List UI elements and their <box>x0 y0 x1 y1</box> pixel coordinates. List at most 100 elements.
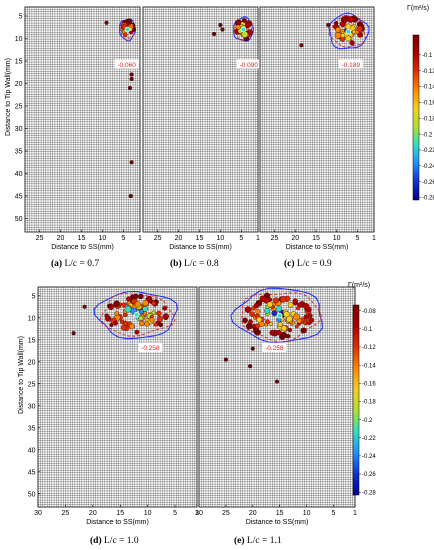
vortex-point <box>275 305 283 312</box>
vortex-point <box>345 23 352 30</box>
vortex-point <box>142 311 148 316</box>
vortex-point <box>158 322 164 328</box>
vortex-point <box>294 324 299 329</box>
x-tick-label: 5 <box>239 235 243 242</box>
vortex-point <box>156 310 162 317</box>
vortex-point <box>279 296 287 303</box>
isolated-point <box>104 20 109 25</box>
x-tick-label: 5 <box>173 510 177 517</box>
vortex-point <box>242 317 248 324</box>
isolated-point <box>248 364 253 369</box>
outline-blue <box>93 290 178 340</box>
x-tick-label: 15 <box>196 235 204 242</box>
x-axis-label: Distance to SS(mm) <box>169 244 232 251</box>
y-tick-label: 30 <box>28 403 36 410</box>
vortex-point <box>144 321 150 327</box>
isolated-point <box>326 22 331 28</box>
vortex-point <box>162 313 170 320</box>
vortex-point <box>134 301 141 308</box>
y-tick-label: 40 <box>15 171 23 178</box>
vortex-point <box>121 302 127 308</box>
x-tick-label: 1 <box>372 235 376 242</box>
isolated-point <box>82 304 87 309</box>
y-tick-label: 15 <box>28 337 36 344</box>
isolated-point <box>223 357 228 362</box>
vortex-point <box>249 311 255 317</box>
colorbar-1: Γ(m²/s) -0.1 -0.12 -0.14 -0.16 -0.18 -0.2 -0.22… <box>407 5 434 202</box>
vortex-point <box>156 315 164 323</box>
vortex-point <box>162 305 168 311</box>
annotation-label: -0.189 <box>342 62 361 69</box>
vortex-point <box>273 297 280 304</box>
colorbar-bar <box>412 34 420 201</box>
outline-red-dashed <box>241 292 322 343</box>
isolated-point <box>127 85 133 91</box>
x-axis-label: Distance to SS(mm) <box>51 244 114 251</box>
vortex-point <box>265 319 270 325</box>
x-axis-label: Distance to SS(mm) <box>86 519 149 526</box>
colorbar-tick-label: -0.22 <box>362 436 376 442</box>
vortex-point <box>277 321 283 327</box>
vortex-point <box>128 323 135 330</box>
colorbar-tick-label: -0.16 <box>422 101 434 107</box>
colorbar-tick-label: -0.2 <box>422 132 433 138</box>
annotation-label: -0.258 <box>265 345 284 352</box>
vortex-point <box>255 309 261 315</box>
isolated-point <box>299 43 304 48</box>
y-tick-label: 45 <box>15 194 23 201</box>
vortex-point <box>303 303 310 310</box>
colorbar-tick-label: -0.28 <box>422 196 434 202</box>
vortex-point <box>356 25 363 32</box>
grid <box>25 7 140 232</box>
vortex-point <box>149 317 155 323</box>
outline-red-dashed <box>99 293 176 337</box>
y-tick-label: 10 <box>15 36 23 43</box>
vortex-point <box>253 327 260 334</box>
chart-panel-d: -0.258 30 25 20 15 10 5 1 Distance to SS(mm) 5 10 1… <box>18 286 199 526</box>
vortex-point <box>113 300 120 308</box>
colorbar-tick-label: -0.18 <box>362 400 376 406</box>
vortex-point <box>151 310 156 315</box>
isolated-point <box>218 22 223 28</box>
vortex-point <box>244 21 251 28</box>
vortex-point <box>114 311 120 316</box>
vortex-point <box>300 327 307 334</box>
colorbar-tick-label: -0.12 <box>422 69 434 75</box>
colorbar-bar <box>352 304 360 496</box>
caption-e: (e) L/c = 1.1 <box>234 536 282 546</box>
vortex-point <box>235 24 241 30</box>
vortex-point <box>148 299 153 304</box>
caption-c: (c) L/c = 0.9 <box>284 259 332 269</box>
vortex-point <box>139 320 145 327</box>
vortex-point <box>256 316 263 323</box>
y-tick-label: 35 <box>28 425 36 432</box>
vortex-point <box>105 315 111 322</box>
isolated-point <box>129 76 134 82</box>
y-axis-label: Distance to Tip Wall(mm) <box>5 58 12 136</box>
vortex-point <box>126 296 131 302</box>
grid <box>199 287 355 507</box>
vortex-point <box>357 32 363 38</box>
grid <box>38 287 197 507</box>
annotation-bg <box>236 59 261 69</box>
vortex-point <box>342 18 347 23</box>
vortex-point <box>308 317 315 323</box>
colorbar-tick-label: -0.12 <box>362 345 376 351</box>
vortex-point <box>126 18 133 25</box>
chart-panel-b: -0.090 25 20 15 10 5 1 Distance to SS(mm) <box>142 6 261 251</box>
annotation-bg <box>138 342 163 352</box>
vortex-point <box>120 324 127 331</box>
vortex-point <box>264 307 271 314</box>
x-tick-label: 25 <box>222 510 230 517</box>
x-tick-label: 1 <box>195 510 199 517</box>
colorbar-tick-label: -0.16 <box>362 381 376 387</box>
vortex-point <box>137 293 144 300</box>
vortex-point <box>281 325 288 332</box>
vortex-point <box>107 303 112 308</box>
vortex-point <box>349 40 355 46</box>
isolated-point <box>250 346 255 351</box>
colorbar-tick-label: -0.26 <box>362 472 376 478</box>
vortex-point <box>334 32 342 39</box>
colorbar-tick-label: -0.1 <box>422 53 433 59</box>
y-tick-label: 20 <box>28 359 36 366</box>
